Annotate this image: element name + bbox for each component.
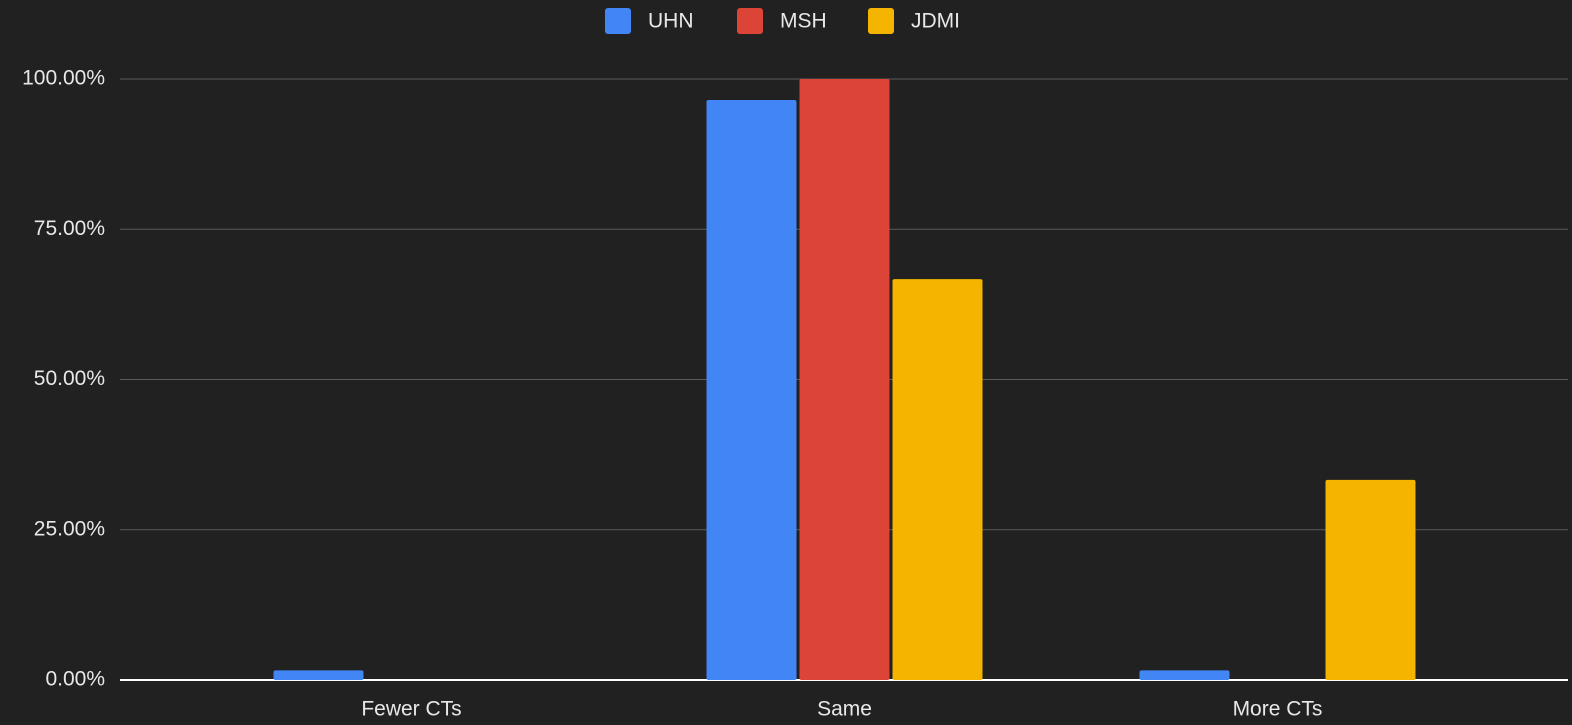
legend-label: UHN — [648, 10, 694, 33]
legend-label: MSH — [780, 10, 827, 33]
legend-swatch — [605, 8, 631, 34]
bar — [706, 100, 797, 680]
bar — [1139, 670, 1230, 680]
bar — [1325, 479, 1416, 680]
x-tick-label: More CTs — [1233, 698, 1323, 721]
bar — [892, 279, 983, 680]
legend-swatch — [737, 8, 763, 34]
legend-swatch — [868, 8, 894, 34]
legend-label: JDMI — [911, 10, 960, 33]
x-tick-label: Same — [817, 698, 872, 721]
y-tick-label: 0.00% — [45, 668, 105, 691]
y-tick-label: 50.00% — [34, 367, 105, 390]
bar — [799, 79, 890, 680]
bar — [273, 670, 364, 680]
y-tick-label: 100.00% — [22, 67, 105, 90]
y-tick-label: 25.00% — [34, 517, 105, 540]
y-tick-label: 75.00% — [34, 217, 105, 240]
x-tick-label: Fewer CTs — [361, 698, 461, 721]
